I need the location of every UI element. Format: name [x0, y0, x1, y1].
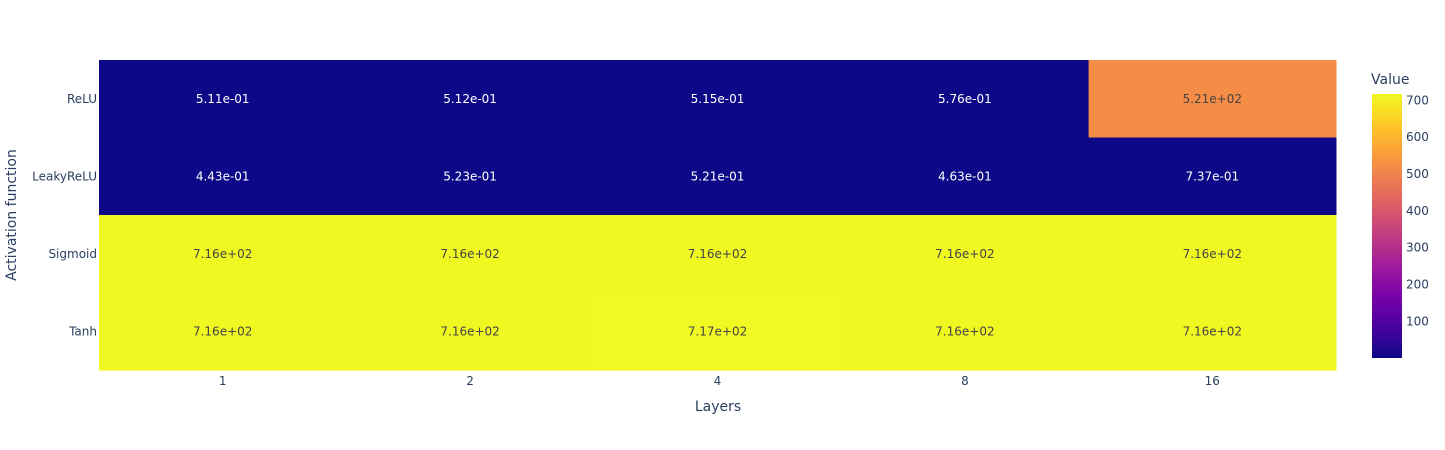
cell-value-label: 7.16e+02 — [193, 247, 252, 261]
x-tick-label: 16 — [1205, 374, 1220, 388]
colorbar: Value 100 200 300 400 500 600 700 — [1371, 72, 1429, 358]
heatmap-cell — [593, 60, 842, 138]
y-axis-title: Activation function — [4, 149, 20, 281]
cell-value-label: 4.63e-01 — [938, 169, 992, 183]
cell-value-label: 5.11e-01 — [196, 92, 250, 106]
colorbar-ticks: 100 200 300 400 500 600 700 — [1406, 93, 1429, 328]
cell-value-label: 5.23e-01 — [443, 169, 497, 183]
cell-value-label: 7.16e+02 — [1183, 324, 1242, 338]
heatmap-cell — [99, 215, 347, 293]
heatmap-cell — [841, 215, 1090, 293]
y-tick-label: ReLU — [67, 92, 97, 106]
x-tick-label: 8 — [961, 374, 969, 388]
cell-value-label: 7.16e+02 — [193, 324, 252, 338]
x-axis-ticks: 1 2 4 8 16 — [219, 374, 1220, 388]
colorbar-gradient — [1372, 94, 1402, 358]
heatmap-cell — [593, 215, 842, 293]
heatmap-cell — [841, 292, 1090, 371]
y-tick-label: Sigmoid — [48, 247, 97, 261]
cell-value-label: 7.16e+02 — [1183, 247, 1242, 261]
heatmap-cells: 5.11e-01 5.12e-01 5.15e-01 5.76e-01 5.21e+02… — [99, 60, 1337, 371]
heatmap-cell — [99, 137, 347, 216]
y-tick-label: Tanh — [68, 324, 97, 338]
cell-value-label: 5.21e-01 — [691, 169, 745, 183]
colorbar-tick-label: 700 — [1406, 93, 1429, 107]
x-tick-label: 1 — [219, 374, 227, 388]
heatmap-cell — [1088, 137, 1337, 216]
cell-value-label: 5.15e-01 — [691, 92, 745, 106]
heatmap-cell — [346, 215, 595, 293]
y-axis-ticks: ReLU LeakyReLU Sigmoid Tanh — [32, 92, 97, 339]
heatmap-cell — [841, 137, 1090, 216]
colorbar-tick-label: 100 — [1406, 314, 1429, 328]
cell-value-label: 7.16e+02 — [440, 247, 499, 261]
cell-value-label: 7.16e+02 — [440, 324, 499, 338]
y-tick-label: LeakyReLU — [32, 169, 97, 183]
heatmap-cell — [1088, 215, 1337, 293]
colorbar-tick-label: 300 — [1406, 241, 1429, 255]
heatmap-cell — [99, 60, 347, 138]
x-tick-label: 2 — [466, 374, 474, 388]
colorbar-tick-label: 500 — [1406, 167, 1429, 181]
heatmap-cell — [841, 60, 1090, 138]
colorbar-tick-label: 600 — [1406, 130, 1429, 144]
colorbar-title: Value — [1371, 72, 1409, 88]
cell-value-label: 7.16e+02 — [935, 247, 994, 261]
cell-value-label: 5.12e-01 — [443, 92, 497, 106]
heatmap-cell — [346, 60, 595, 138]
heatmap-cell — [346, 292, 595, 371]
cell-value-label: 4.43e-01 — [196, 169, 250, 183]
cell-value-label: 5.21e+02 — [1183, 92, 1242, 106]
x-axis-title: Layers — [695, 399, 741, 415]
heatmap-cell — [346, 137, 595, 216]
cell-value-label: 5.76e-01 — [938, 92, 992, 106]
x-tick-label: 4 — [714, 374, 722, 388]
cell-value-label: 7.37e-01 — [1185, 169, 1239, 183]
cell-value-label: 7.16e+02 — [935, 324, 994, 338]
heatmap-cell — [1088, 292, 1337, 371]
heatmap-cell — [593, 137, 842, 216]
cell-value-label: 7.17e+02 — [688, 324, 747, 338]
heatmap-cell — [1088, 60, 1337, 138]
heatmap-cell — [593, 292, 842, 371]
heatmap-cell — [99, 292, 347, 371]
colorbar-tick-label: 400 — [1406, 204, 1429, 218]
colorbar-tick-label: 200 — [1406, 277, 1429, 291]
cell-value-label: 7.16e+02 — [688, 247, 747, 261]
